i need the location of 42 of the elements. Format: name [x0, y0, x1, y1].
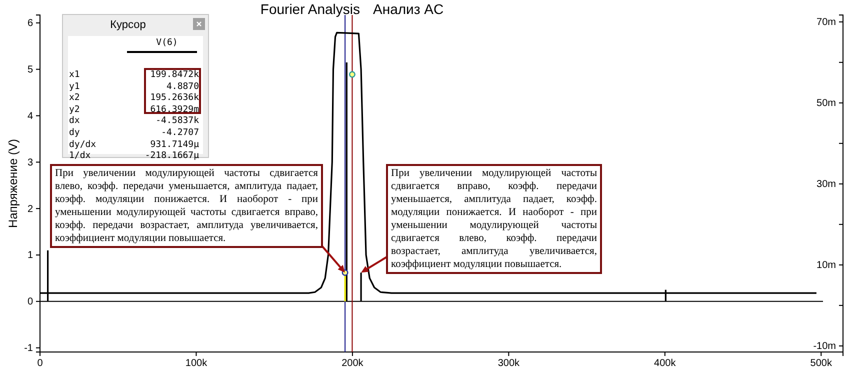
annotation: y1 — [69, 82, 80, 92]
y-tick-label: 5 — [27, 64, 34, 76]
annotation: 616.3929m — [150, 104, 199, 115]
x-tick-label: 400k — [654, 358, 677, 370]
y-axis-title: Напряжение (V) — [6, 139, 20, 228]
annotation: 931.7149µ — [150, 140, 199, 150]
annotation: -4.5837k — [156, 116, 199, 126]
y2-tick-label: 30m — [816, 179, 836, 190]
annotation: dy/dx — [69, 140, 96, 150]
y-tick-label: -1 — [24, 343, 34, 354]
y2-tick-label: 50m — [816, 98, 836, 110]
annotation: x2 — [69, 93, 80, 104]
annotation: При увеличении модулирующей частоты сдвигается вправо, коэфф. передачи уменьшается, амплитуда падает, коэфф. модуляции понижается. И наоборот - при уменьшении модулирующей частоты сдвигается влево, коэфф. передачи возрастает, амплитуда увеличивается, коэффициент модуляции повышается. — [386, 164, 602, 274]
annotation: dx — [69, 116, 80, 126]
annotation: 1/dx — [69, 151, 91, 162]
annotation: y2 — [69, 104, 80, 115]
annotation: При увеличении модулирующей частоты сдвигается влево, коэфф. передачи уменьшается, амплитуда падает, коэфф. модуляции понижается. И наоборот - при уменьшении модулирующей частоты сдвигается вправо, коэфф. передачи возрастает, амплитуда увеличивается, коэффициент модуляции повышается. — [50, 164, 323, 248]
x-tick-label: 300k — [498, 358, 521, 370]
y-tick-label: 3 — [27, 157, 34, 168]
y-tick-label: 6 — [27, 18, 34, 30]
chart-title: Fourier Analysis — [260, 1, 360, 17]
annotation: Курсор — [109, 19, 147, 31]
annotation: 199.8472k — [150, 70, 199, 80]
annotation: -4.2707 — [161, 128, 199, 138]
y-tick-label: 4 — [27, 110, 34, 122]
x-tick-label: 500k — [810, 358, 833, 370]
y2-tick-label: -10m — [813, 341, 836, 352]
chart-subtitle: Анализ AC — [373, 1, 444, 17]
x-tick-label: 0 — [37, 358, 44, 370]
annotation: 195.2636k — [150, 93, 199, 104]
annotation: V(6) — [155, 38, 179, 48]
x-tick-label: 100k — [185, 358, 208, 370]
annotation: 4.8870 — [166, 82, 199, 92]
annotation: -218.1667µ — [144, 151, 199, 162]
y-tick-label: 0 — [27, 296, 34, 308]
x-tick-label: 200k — [342, 358, 364, 370]
y2-tick-label: 10m — [816, 260, 836, 272]
annotation: x1 — [69, 70, 80, 80]
y-tick-label: 2 — [27, 204, 34, 215]
annotation: dy — [69, 128, 80, 138]
y2-tick-label: 70m — [816, 17, 836, 28]
y-tick-label: 1 — [27, 250, 34, 262]
